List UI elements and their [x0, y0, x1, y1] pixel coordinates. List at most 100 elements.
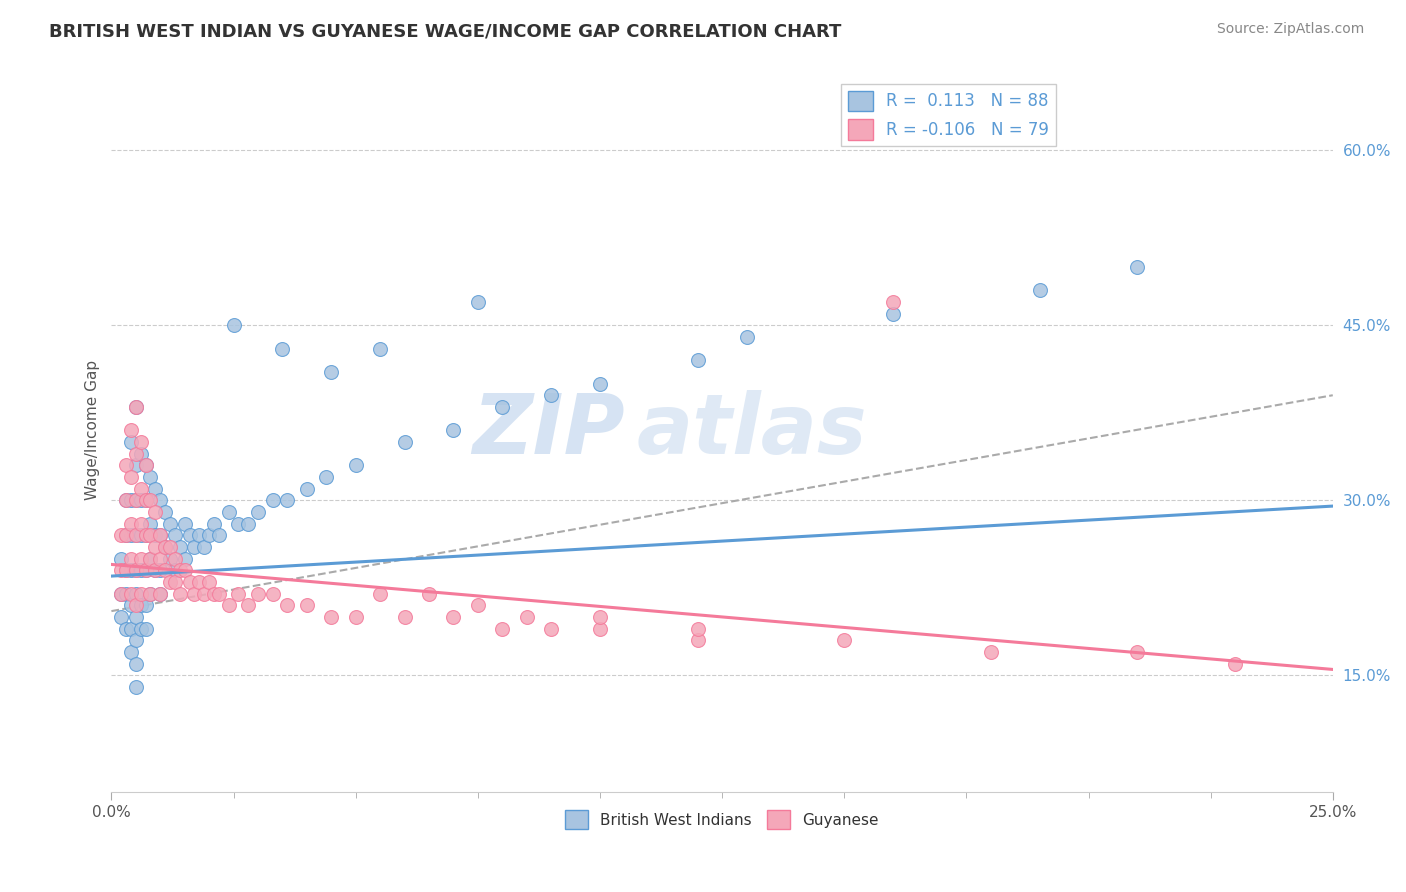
- Point: [139, 516, 162, 531]
- Point: [129, 622, 152, 636]
- Point: [139, 551, 162, 566]
- Point: [153, 540, 176, 554]
- Point: [110, 563, 132, 577]
- Point: [153, 505, 176, 519]
- Point: [202, 516, 225, 531]
- Point: [183, 540, 205, 554]
- Point: [153, 563, 176, 577]
- Point: [115, 493, 138, 508]
- Point: [159, 551, 181, 566]
- Point: [173, 563, 195, 577]
- Point: [115, 528, 138, 542]
- Point: [159, 516, 181, 531]
- Point: [276, 599, 298, 613]
- Point: [169, 586, 191, 600]
- Point: [125, 680, 148, 694]
- Point: [125, 446, 148, 460]
- Point: [135, 563, 157, 577]
- Point: [321, 365, 343, 379]
- Point: [129, 516, 152, 531]
- Point: [125, 400, 148, 414]
- Point: [120, 551, 142, 566]
- Point: [193, 586, 215, 600]
- Point: [159, 574, 181, 589]
- Point: [115, 563, 138, 577]
- Point: [125, 633, 148, 648]
- Point: [686, 633, 709, 648]
- Point: [163, 551, 186, 566]
- Point: [467, 599, 489, 613]
- Point: [271, 342, 294, 356]
- Point: [135, 528, 157, 542]
- Point: [208, 586, 231, 600]
- Point: [169, 563, 191, 577]
- Point: [686, 622, 709, 636]
- Point: [125, 458, 148, 473]
- Point: [153, 540, 176, 554]
- Text: Source: ZipAtlas.com: Source: ZipAtlas.com: [1216, 22, 1364, 37]
- Point: [120, 434, 142, 449]
- Point: [540, 622, 562, 636]
- Point: [129, 563, 152, 577]
- Point: [246, 505, 269, 519]
- Point: [125, 528, 148, 542]
- Point: [149, 551, 172, 566]
- Point: [145, 563, 167, 577]
- Point: [344, 458, 367, 473]
- Point: [120, 563, 142, 577]
- Point: [246, 586, 269, 600]
- Point: [139, 586, 162, 600]
- Point: [120, 516, 142, 531]
- Point: [149, 493, 172, 508]
- Point: [135, 493, 157, 508]
- Point: [208, 528, 231, 542]
- Point: [295, 482, 318, 496]
- Point: [1223, 657, 1246, 671]
- Point: [491, 622, 513, 636]
- Point: [832, 633, 855, 648]
- Point: [149, 586, 172, 600]
- Point: [262, 493, 284, 508]
- Point: [735, 330, 758, 344]
- Point: [589, 376, 612, 391]
- Point: [321, 610, 343, 624]
- Legend: British West Indians, Guyanese: British West Indians, Guyanese: [560, 804, 884, 835]
- Point: [115, 493, 138, 508]
- Point: [179, 574, 201, 589]
- Point: [276, 493, 298, 508]
- Point: [394, 610, 416, 624]
- Point: [145, 505, 167, 519]
- Point: [145, 540, 167, 554]
- Point: [344, 610, 367, 624]
- Point: [1126, 260, 1149, 274]
- Point: [110, 586, 132, 600]
- Point: [120, 622, 142, 636]
- Point: [491, 400, 513, 414]
- Point: [115, 458, 138, 473]
- Point: [368, 342, 391, 356]
- Point: [135, 622, 157, 636]
- Point: [882, 294, 904, 309]
- Point: [1028, 283, 1050, 297]
- Point: [218, 599, 240, 613]
- Point: [139, 551, 162, 566]
- Point: [368, 586, 391, 600]
- Point: [218, 505, 240, 519]
- Point: [135, 599, 157, 613]
- Point: [120, 599, 142, 613]
- Point: [129, 599, 152, 613]
- Point: [193, 540, 215, 554]
- Point: [125, 610, 148, 624]
- Point: [516, 610, 538, 624]
- Point: [110, 610, 132, 624]
- Point: [145, 563, 167, 577]
- Point: [139, 586, 162, 600]
- Point: [159, 540, 181, 554]
- Point: [394, 434, 416, 449]
- Point: [135, 458, 157, 473]
- Point: [202, 586, 225, 600]
- Point: [198, 528, 221, 542]
- Point: [125, 599, 148, 613]
- Point: [183, 586, 205, 600]
- Point: [179, 528, 201, 542]
